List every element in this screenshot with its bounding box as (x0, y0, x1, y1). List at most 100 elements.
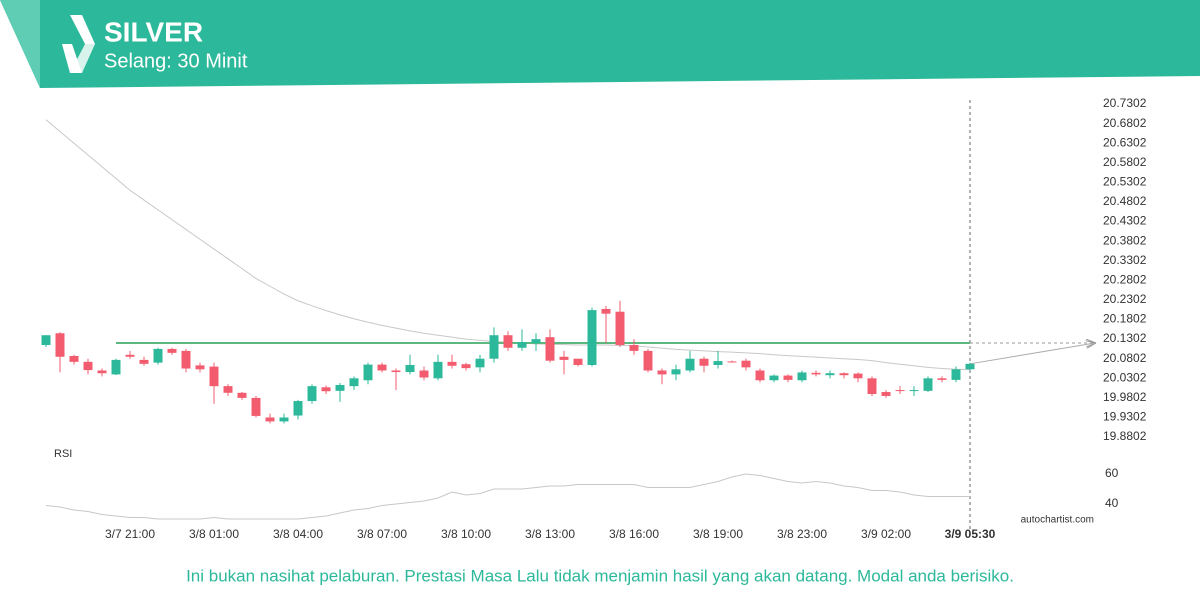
y-tick-label: 20.5302 (1103, 175, 1147, 189)
y-tick-label: 20.2802 (1103, 272, 1147, 286)
projection-arrow (969, 343, 1095, 365)
candle-body (503, 335, 513, 348)
candle-body (951, 369, 961, 380)
candle-body (559, 356, 569, 360)
candle-body (517, 342, 527, 348)
candle-body (685, 358, 695, 371)
y-tick-label: 19.8802 (1103, 429, 1147, 443)
y-tick-label: 20.6802 (1103, 116, 1147, 130)
candle-body (601, 308, 611, 314)
candle-body (153, 348, 163, 363)
candle-body (139, 359, 149, 364)
x-tick-label: 3/8 23:00 (777, 527, 827, 541)
header-band (0, 0, 1200, 88)
x-tick-label: 3/8 01:00 (189, 527, 239, 541)
candle-body (965, 363, 975, 370)
y-tick-label: 20.4802 (1103, 194, 1147, 208)
candle-body (853, 373, 863, 379)
candle-body (867, 378, 877, 394)
candle-body (671, 369, 681, 375)
watermark: autochartist.com (1021, 515, 1094, 526)
candle-body (909, 390, 919, 392)
candle-body (783, 375, 793, 380)
candle-body (699, 358, 709, 366)
candle-body (265, 417, 275, 422)
rsi-line (45, 473, 970, 520)
candle-body (475, 358, 485, 368)
x-tick-label: 3/8 16:00 (609, 527, 659, 541)
candle-body (727, 361, 737, 363)
candle-body (237, 392, 247, 398)
y-tick-label: 19.9802 (1103, 390, 1147, 404)
candle-body (377, 364, 387, 371)
y-tick-label: 19.9302 (1103, 410, 1147, 424)
candle-body (335, 384, 345, 391)
rsi-tick-label: 60 (1105, 466, 1119, 480)
candle-body (769, 375, 779, 381)
candle-body (307, 386, 317, 402)
chart-subtitle: Selang: 30 Minit (104, 50, 248, 72)
candle-body (489, 335, 499, 359)
x-tick-label: 3/7 21:00 (105, 527, 155, 541)
candle-body (125, 354, 135, 357)
candle-body (573, 358, 583, 365)
x-tick-label: 3/9 02:00 (861, 527, 911, 541)
y-tick-label: 20.1802 (1103, 312, 1147, 326)
x-tick-label: 3/8 04:00 (273, 527, 323, 541)
candle-body (223, 386, 233, 393)
candle-body (405, 364, 415, 373)
candle-body (195, 365, 205, 370)
x-tick-label: 3/8 10:00 (441, 527, 491, 541)
rsi-tick-label: 40 (1105, 496, 1119, 510)
x-tick-label: 3/8 07:00 (357, 527, 407, 541)
x-tick-label: 3/8 13:00 (525, 527, 575, 541)
y-tick-label: 20.3802 (1103, 233, 1147, 247)
candle-body (97, 370, 107, 374)
candle-body (741, 360, 751, 368)
y-tick-label: 20.2302 (1103, 292, 1147, 306)
candle-body (293, 401, 303, 416)
y-tick-label: 20.4302 (1103, 214, 1147, 228)
y-tick-label: 20.0802 (1103, 351, 1147, 365)
y-tick-label: 20.1302 (1103, 331, 1147, 345)
chart-title: SILVER (104, 16, 203, 47)
candle-body (251, 397, 261, 416)
disclaimer: Ini bukan nasihat pelaburan. Prestasi Ma… (186, 566, 1014, 585)
candle-body (279, 417, 289, 422)
candle-body (825, 373, 835, 376)
candle-body (839, 373, 849, 376)
y-tick-label: 20.0302 (1103, 370, 1147, 384)
rsi-label: RSI (54, 448, 72, 460)
candle-body (69, 355, 79, 362)
logo (62, 15, 95, 73)
candle-body (643, 350, 653, 371)
candle-body (545, 337, 555, 361)
y-tick-label: 20.7302 (1103, 96, 1147, 110)
candle-body (881, 392, 891, 396)
candle-body (895, 390, 905, 392)
y-tick-label: 20.3302 (1103, 253, 1147, 267)
candle-body (349, 378, 359, 387)
candle-body (419, 370, 429, 378)
candle-body (181, 350, 191, 369)
candle-body (167, 348, 177, 353)
candle-body (55, 333, 65, 357)
x-tick-label: 3/9 05:30 (945, 527, 996, 541)
candle-body (433, 361, 443, 379)
y-tick-label: 20.5802 (1103, 155, 1147, 169)
candle-body (391, 370, 401, 373)
candle-body (321, 387, 331, 392)
candle-body (615, 311, 625, 346)
candle-body (713, 361, 723, 365)
candle-body (363, 364, 373, 381)
x-tick-label: 3/8 19:00 (693, 527, 743, 541)
candle-body (461, 364, 471, 369)
candle-body (209, 366, 219, 387)
candle-body (755, 370, 765, 381)
candle-body (811, 372, 821, 375)
candle-body (629, 345, 639, 351)
candle-body (657, 370, 667, 375)
candle-body (587, 310, 597, 365)
y-tick-label: 20.6302 (1103, 135, 1147, 149)
